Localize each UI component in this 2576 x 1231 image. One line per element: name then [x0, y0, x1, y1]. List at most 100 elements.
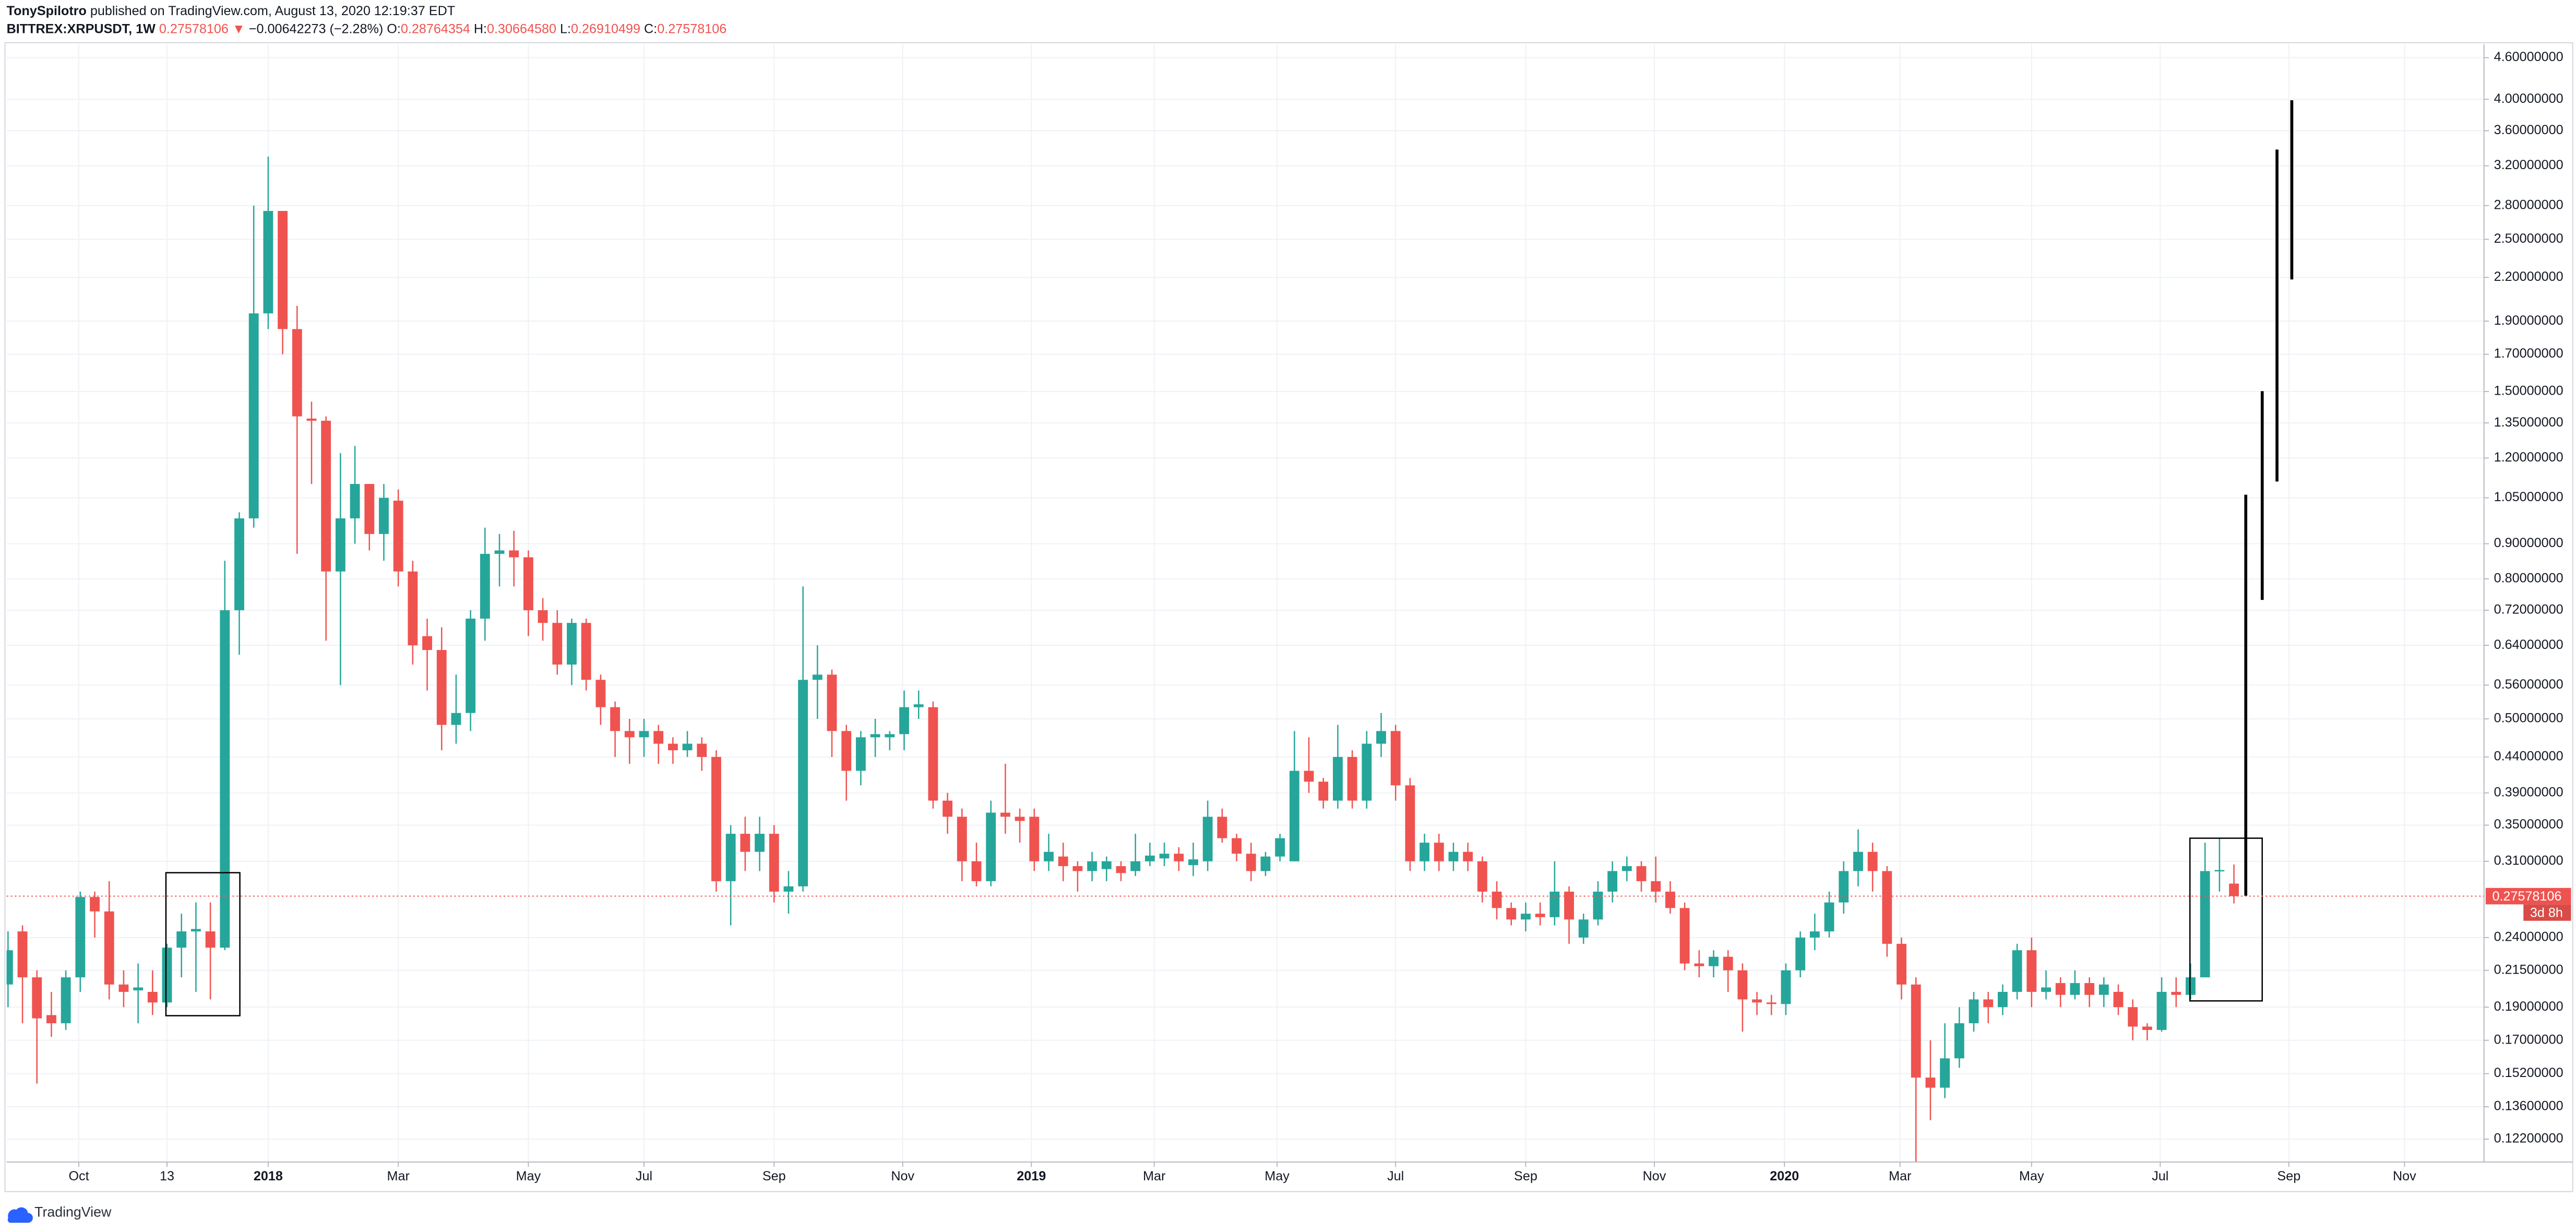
candle-body [1362, 743, 1372, 801]
candle-body [1101, 861, 1112, 869]
ohlc-value: 0.30664580 [487, 21, 556, 36]
candle-body [104, 911, 114, 985]
price-label: 0.27578106 [2492, 889, 2561, 904]
candle-body [46, 1015, 56, 1024]
candle-body [1766, 1002, 1776, 1004]
candle-body [667, 743, 678, 751]
y-tick-label: 0.35000000 [2494, 817, 2563, 832]
candle-body [2084, 983, 2095, 995]
candle-body [595, 680, 606, 707]
ohlc-label: O: [387, 21, 401, 36]
y-tick-label: 1.90000000 [2494, 313, 2563, 328]
candle-body [75, 897, 86, 978]
candle-body [523, 557, 533, 610]
candle-body [1174, 854, 1184, 861]
x-tick-label: Nov [891, 1169, 914, 1183]
candle-body [422, 636, 432, 650]
candle-body [624, 731, 635, 738]
y-tick-label: 0.50000000 [2494, 711, 2563, 726]
candle-body [1492, 891, 1502, 908]
candle-body [1867, 851, 1878, 871]
y-tick-label: 0.24000000 [2494, 930, 2563, 944]
candle-body [567, 623, 577, 665]
candle-body [1202, 816, 1213, 861]
candle-body [885, 734, 895, 738]
candle-body [205, 931, 216, 948]
x-tick-label: Jul [1387, 1169, 1404, 1183]
candle-body [653, 731, 664, 744]
candle-body [870, 734, 880, 738]
candles [6, 157, 2239, 1162]
candle-body [1723, 956, 1733, 970]
drawing-box [2189, 837, 2263, 1002]
y-tick-label: 0.90000000 [2494, 536, 2563, 550]
x-tick-label: Sep [762, 1169, 786, 1183]
y-tick-label: 3.20000000 [2494, 158, 2563, 172]
x-tick-label: Oct [68, 1169, 89, 1183]
candle-body [1058, 856, 1068, 867]
y-tick-label: 0.64000000 [2494, 637, 2563, 652]
candle-body [682, 743, 693, 751]
candle-body [1044, 851, 1054, 861]
candle-body [1015, 816, 1025, 821]
candle-body [1376, 731, 1386, 744]
candle-body [899, 707, 909, 735]
candle-body [1405, 785, 1415, 861]
x-tick-label: 13 [160, 1169, 174, 1183]
candle-body [1911, 984, 1921, 1078]
candle-body [1116, 866, 1126, 873]
candle-body [1289, 771, 1299, 861]
candle-body [2098, 984, 2109, 995]
x-tick-label: Jul [636, 1169, 652, 1183]
candle-body [1969, 999, 1979, 1024]
candle-body [1593, 891, 1603, 920]
candle-body [1897, 943, 1906, 985]
x-tick-label: Mar [387, 1169, 409, 1183]
footer-logo: TradingView [7, 1204, 112, 1223]
candle-body [1188, 859, 1198, 866]
candle-body [812, 674, 822, 680]
y-tick-label: 2.80000000 [2494, 197, 2563, 212]
candle-body [957, 816, 967, 861]
y-tick-label: 0.17000000 [2494, 1032, 2563, 1047]
candle-body [220, 610, 230, 948]
candle-body [1232, 838, 1242, 854]
candle-body [928, 707, 938, 801]
author: TonySpilotro [7, 4, 87, 18]
candle-body [2070, 983, 2080, 995]
chart-frame [4, 42, 2573, 1192]
x-tick-label: 2020 [1770, 1169, 1799, 1183]
candle-body [1217, 816, 1227, 838]
x-tick-label: May [2019, 1169, 2044, 1183]
y-tick-label: 0.56000000 [2494, 677, 2563, 692]
candle-body [306, 418, 317, 421]
x-tick-label: Sep [2277, 1169, 2300, 1183]
candle-body [798, 680, 808, 886]
candle-body [1983, 999, 1994, 1008]
candle-body [581, 623, 591, 680]
ohlc-value: 0.27578106 [657, 21, 726, 36]
candle-body [234, 518, 244, 610]
candle-body [986, 812, 996, 881]
candle-body [1260, 856, 1271, 871]
change: −0.00642273 (−2.28%) [249, 21, 384, 36]
candle-body [1940, 1058, 1950, 1088]
candle-body [1535, 914, 1545, 917]
change-arrow: ▼ [232, 21, 245, 36]
candle-body [2012, 950, 2022, 992]
candle-body [1072, 866, 1083, 871]
candle-body [1781, 970, 1791, 1004]
candle-body [176, 931, 187, 948]
x-tick-label: 2018 [254, 1169, 283, 1183]
x-tick-label: Nov [1643, 1169, 1666, 1183]
candle-body [190, 929, 201, 932]
symbol: BITTREX:XRPUSDT, 1W [7, 21, 156, 36]
candle-body [1506, 908, 1517, 920]
x-tick-label: Nov [2393, 1169, 2416, 1183]
candle-body [841, 731, 852, 771]
candle-body [263, 211, 273, 314]
y-tick-label: 2.50000000 [2494, 231, 2563, 246]
candle-body [321, 420, 331, 572]
